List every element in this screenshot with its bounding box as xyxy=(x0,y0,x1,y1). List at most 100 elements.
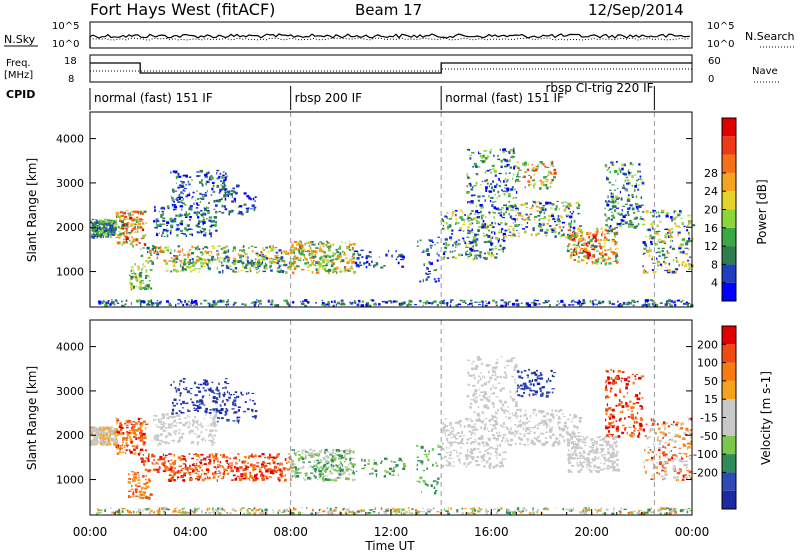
echo-cell xyxy=(208,462,211,465)
echo-cell xyxy=(202,437,205,440)
echo-cell xyxy=(140,430,143,433)
echo-cell xyxy=(172,401,174,405)
echo-cell xyxy=(503,426,505,428)
echo-cell xyxy=(151,461,154,463)
echo-cell xyxy=(117,452,120,454)
echo-cell xyxy=(444,246,447,250)
echo-cell xyxy=(493,154,495,157)
echo-cell xyxy=(599,244,601,248)
echo-cell xyxy=(469,157,472,160)
echo-cell xyxy=(572,249,576,252)
echo-cell xyxy=(187,300,190,303)
echo-cell xyxy=(202,212,206,216)
echo-cell xyxy=(470,449,473,451)
echo-cell xyxy=(297,468,300,470)
echo-cell xyxy=(101,443,104,446)
echo-cell xyxy=(330,472,333,475)
echo-cell xyxy=(207,207,209,209)
echo-cell xyxy=(655,231,659,233)
echo-cell xyxy=(474,213,476,215)
echo-cell xyxy=(656,261,660,263)
echo-cell xyxy=(319,241,322,243)
echo-cell xyxy=(675,268,679,271)
echo-cell xyxy=(499,244,502,248)
echo-cell xyxy=(490,187,493,190)
echo-cell xyxy=(530,176,532,179)
echo-cell xyxy=(146,288,150,290)
echo-cell xyxy=(587,241,589,244)
echo-cell xyxy=(216,479,218,482)
echo-cell xyxy=(611,211,614,213)
echo-cell xyxy=(469,212,472,215)
echo-cell xyxy=(485,189,488,192)
echo-cell xyxy=(257,300,260,303)
echo-cell xyxy=(318,250,323,253)
echo-cell xyxy=(587,232,591,234)
echo-cell xyxy=(178,414,181,417)
echo-cell xyxy=(416,245,419,247)
echo-cell xyxy=(189,205,193,208)
echo-cell xyxy=(444,455,447,458)
echo-cell xyxy=(110,221,113,224)
echo-cell xyxy=(539,229,544,232)
echo-cell xyxy=(343,450,346,453)
echo-cell xyxy=(526,168,530,171)
echo-cell xyxy=(516,229,518,232)
echo-cell xyxy=(155,220,160,223)
echo-cell xyxy=(149,252,152,255)
echo-cell xyxy=(197,198,200,201)
echo-cell xyxy=(94,437,97,440)
echo-cell xyxy=(96,235,98,239)
echo-cell xyxy=(314,255,317,258)
echo-cell xyxy=(501,206,504,209)
echo-cell xyxy=(558,208,560,211)
echo-cell xyxy=(502,422,506,425)
echo-cell xyxy=(146,303,149,306)
echo-cell xyxy=(238,477,240,479)
echo-cell xyxy=(93,427,97,431)
echo-cell xyxy=(437,304,439,307)
echo-cell xyxy=(608,300,611,303)
echo-cell xyxy=(490,251,493,255)
echo-cell xyxy=(255,262,257,264)
echo-cell xyxy=(205,429,208,431)
echo-cell xyxy=(467,226,470,229)
echo-cell xyxy=(374,470,377,472)
echo-cell xyxy=(132,492,135,495)
echo-cell xyxy=(428,450,430,453)
echo-cell xyxy=(181,182,183,185)
echo-cell xyxy=(218,395,221,399)
echo-cell xyxy=(665,212,670,215)
echo-cell xyxy=(128,432,132,435)
echo-cell xyxy=(540,206,545,209)
echo-cell xyxy=(201,258,204,261)
echo-cell xyxy=(358,300,361,303)
echo-cell xyxy=(223,468,228,472)
echo-cell xyxy=(223,179,226,182)
echo-cell xyxy=(181,181,185,184)
echo-cell xyxy=(175,471,178,474)
echo-cell xyxy=(147,303,150,305)
echo-cell xyxy=(311,452,314,455)
cpid-segment-label: normal (fast) 151 IF xyxy=(445,91,564,105)
echo-cell xyxy=(199,192,202,195)
echo-cell xyxy=(187,253,191,256)
echo-cell xyxy=(205,467,209,470)
echo-cell xyxy=(237,212,241,215)
echo-cell xyxy=(536,168,539,170)
echo-cell xyxy=(567,236,570,240)
echo-cell xyxy=(563,233,565,237)
echo-cell xyxy=(543,216,546,218)
echo-cell xyxy=(189,261,192,264)
echo-cell xyxy=(600,261,602,265)
echo-cell xyxy=(681,222,684,225)
echo-cell xyxy=(180,263,182,265)
echo-cell xyxy=(109,225,113,227)
echo-cell xyxy=(213,454,216,458)
echo-cell xyxy=(491,204,494,208)
echo-cell xyxy=(406,304,409,308)
echo-cell xyxy=(275,256,279,259)
echo-cell xyxy=(291,449,294,451)
echo-cell xyxy=(465,253,468,256)
echo-cell xyxy=(128,495,130,499)
